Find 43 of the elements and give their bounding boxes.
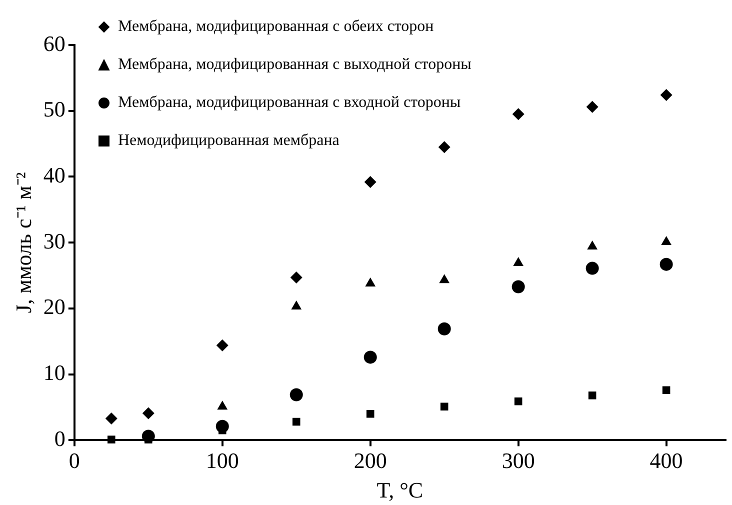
y-tick-label: 10 [43,360,66,386]
x-tick-label: 400 [650,448,683,474]
x-axis-title: T, °C [376,478,424,503]
y-tick-label: 50 [43,96,66,122]
point [108,436,116,444]
point [142,407,154,420]
point [440,402,448,410]
y-tick-label: 30 [43,228,66,254]
point [290,272,302,284]
point [292,418,300,426]
point [586,262,599,275]
y-tick-label: 40 [43,162,66,188]
point [660,258,673,271]
x-tick-label: 100 [206,448,239,474]
legend-label: Мембрана, модифицированная с входной стороны [118,93,461,113]
y-tick-label: 60 [43,30,66,56]
point [216,339,228,352]
point [588,392,596,400]
point [513,257,524,266]
point [587,240,598,250]
point [105,412,118,424]
point [512,280,525,294]
point [586,100,598,113]
legend-label: Мембрана, модифицированная с обеих сторон [118,17,434,37]
point [514,397,522,406]
point [366,410,374,418]
x-tick-label: 200 [354,448,387,474]
legend-label: Немодифицированная мембрана [118,131,340,151]
point [439,274,450,284]
point [217,400,228,410]
point [662,386,670,394]
x-tick-label: 300 [502,448,535,474]
point [660,89,672,102]
point [512,108,524,120]
legend-label: Мембрана, модифицированная с выходной стороны [118,55,472,75]
y-tick-label: 20 [43,294,66,320]
point [364,176,376,188]
y-tick-label: 0 [54,426,66,451]
point [438,322,451,336]
y-axis-title: J, ммоль с⁻¹ м⁻² [10,172,36,314]
point [438,141,450,154]
point [364,350,377,364]
point [290,388,303,402]
